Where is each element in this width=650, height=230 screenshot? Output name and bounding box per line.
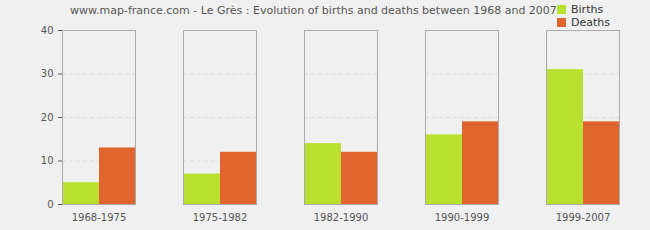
svg-text:0: 0 xyxy=(47,199,53,210)
html-text:www.map-france.com - Le Grès :: www.map-france.com - Le Grès : Evolution… xyxy=(70,4,557,17)
svg-text:10: 10 xyxy=(41,155,54,166)
svg-text:1990-1999: 1990-1999 xyxy=(435,212,490,223)
svg-text:1982-1990: 1982-1990 xyxy=(314,212,369,223)
svg-text:40: 40 xyxy=(41,25,54,36)
svg-text:30: 30 xyxy=(41,68,54,79)
svg-text:1999-2007: 1999-2007 xyxy=(556,212,611,223)
html-text:Deaths: Deaths xyxy=(571,16,610,29)
svg-text:1975-1982: 1975-1982 xyxy=(193,212,248,223)
html-text:Births: Births xyxy=(571,3,604,16)
svg-text:1968-1975: 1968-1975 xyxy=(72,212,127,223)
svg-text:20: 20 xyxy=(41,112,54,123)
